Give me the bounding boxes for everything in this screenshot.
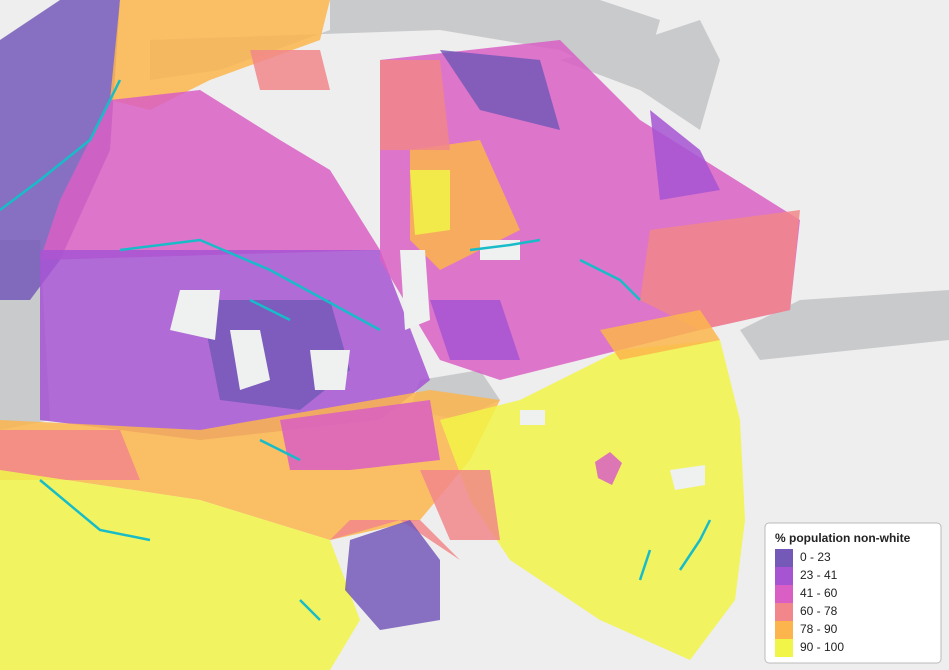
region bbox=[440, 340, 745, 660]
legend: % population non-white 0 - 23 23 - 41 41 -… bbox=[764, 522, 942, 664]
legend-label: 0 - 23 bbox=[800, 550, 831, 564]
legend-swatch bbox=[775, 567, 793, 585]
region bbox=[650, 110, 720, 200]
legend-swatch bbox=[775, 621, 793, 639]
legend-label: 23 - 41 bbox=[800, 568, 838, 582]
region bbox=[280, 400, 440, 470]
region bbox=[0, 0, 120, 300]
legend-swatch bbox=[775, 585, 793, 603]
region bbox=[440, 50, 560, 130]
region bbox=[200, 300, 350, 410]
legend-swatch bbox=[775, 639, 793, 657]
legend-label: 78 - 90 bbox=[800, 622, 838, 636]
legend-label: 90 - 100 bbox=[800, 640, 844, 654]
region bbox=[410, 170, 450, 235]
region bbox=[595, 452, 622, 485]
region bbox=[250, 50, 330, 90]
region bbox=[110, 0, 330, 110]
region bbox=[420, 470, 500, 540]
region bbox=[430, 300, 520, 360]
legend-label: 41 - 60 bbox=[800, 586, 838, 600]
region bbox=[640, 210, 800, 330]
region bbox=[40, 90, 380, 260]
legend-title: % population non-white bbox=[775, 531, 911, 545]
region bbox=[345, 520, 440, 630]
region bbox=[0, 430, 140, 480]
region bbox=[600, 310, 720, 360]
legend-label: 60 - 78 bbox=[800, 604, 838, 618]
legend-box bbox=[764, 522, 942, 664]
parks bbox=[170, 240, 705, 490]
legend-swatch bbox=[775, 603, 793, 621]
legend-swatch bbox=[775, 549, 793, 567]
region bbox=[0, 470, 360, 670]
transit-lines bbox=[0, 79, 712, 621]
region bbox=[380, 60, 450, 150]
region bbox=[330, 520, 460, 560]
